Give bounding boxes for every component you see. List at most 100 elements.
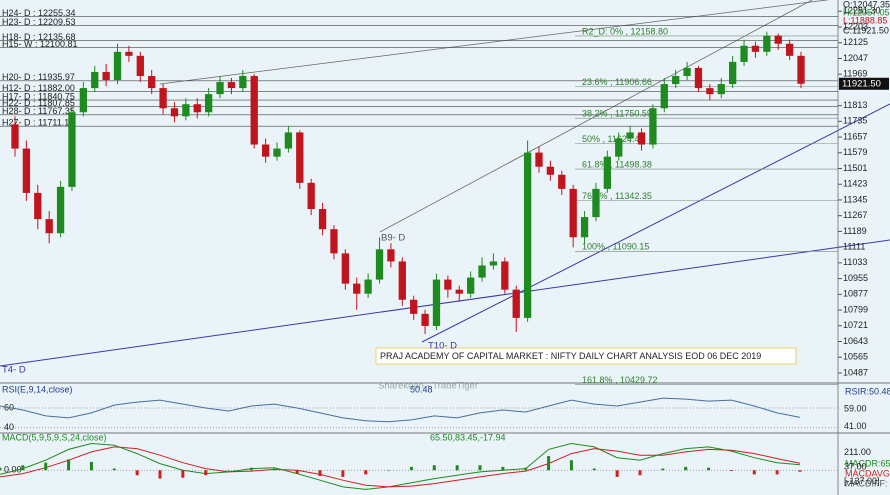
y-tick-label: 10487: [843, 367, 868, 377]
candle-body: [318, 209, 327, 230]
y-tick-label: 11735: [843, 116, 867, 126]
candle-body: [261, 144, 270, 157]
ohlc-close: C:11921.50: [843, 25, 889, 35]
ohlc-low: L:11888.85: [843, 15, 887, 25]
histogram-bar: [432, 465, 436, 471]
candle-body: [694, 67, 703, 89]
histogram-bar: [204, 470, 208, 476]
trend-label: T10- D: [428, 341, 457, 352]
trend-label: B9- D: [381, 233, 405, 244]
candle-body: [113, 51, 122, 81]
level-label: H18- D : 12135.68: [2, 32, 76, 42]
macd-readout: MACDAVG:: [845, 468, 890, 478]
candle-body: [410, 299, 418, 314]
y2-tick-label: 59.00: [844, 403, 867, 413]
histogram-bar: [227, 470, 231, 471]
histogram-bar: [409, 466, 413, 471]
trendlines: [0, 0, 890, 367]
caption-box: [375, 347, 797, 365]
histogram-bar: [661, 468, 665, 471]
y-tick-label: 10721: [843, 320, 868, 330]
trend-label: T4- D: [2, 365, 26, 376]
y-tick-label: 10643: [843, 336, 868, 346]
candle-body: [307, 182, 315, 210]
histogram-bar: [44, 462, 48, 471]
candle-body: [136, 55, 144, 76]
y2-tick-label: 211.00: [844, 447, 871, 457]
histogram-bar: [775, 470, 779, 475]
rsi-value: 50.48: [410, 384, 433, 394]
candle-body: [478, 265, 486, 278]
indicator-line: [0, 397, 801, 423]
candle-body: [558, 174, 566, 189]
candle-body: [455, 289, 463, 294]
candle-body: [569, 188, 577, 238]
y2-tick-label: 37.00: [844, 462, 867, 472]
histogram-bar: [729, 470, 733, 472]
caption: PRAJ ACADEMY OF CAPITAL MARKET : NIFTY D…: [380, 351, 761, 361]
candle-body: [330, 229, 338, 254]
candle-body: [626, 132, 634, 139]
macd-readout: MACDIFF:: [845, 478, 888, 488]
candle-body: [717, 84, 725, 95]
fib-label: 100% , 11090.15: [582, 242, 649, 252]
candle-body: [45, 219, 53, 234]
level-label: H12- D : 11882.00: [2, 83, 75, 93]
y-tick-label: 0.00: [4, 465, 22, 475]
candle-body: [785, 43, 794, 56]
level-label: H17- D : 11840.75: [2, 91, 75, 101]
candle-body: [763, 35, 771, 52]
candle-body: [729, 61, 737, 85]
y-tick-label: 12203: [843, 21, 868, 31]
fib-label: R2_D: 0% , 12158.80: [582, 26, 668, 36]
candle-body: [501, 261, 509, 290]
candle-body: [432, 279, 441, 326]
candle-body: [296, 132, 304, 183]
y-tick-label: 10799: [843, 304, 868, 314]
candle-body: [159, 88, 167, 109]
candle-body: [592, 188, 600, 218]
candle-body: [398, 261, 406, 300]
last-price-label: 11921.50: [842, 78, 881, 89]
y-tick-label: 11813: [843, 100, 867, 110]
candle-body: [774, 35, 782, 44]
y-tick-label: 10955: [843, 273, 868, 283]
histogram-bar: [341, 470, 345, 477]
candle-body: [706, 88, 714, 95]
indicator-line: [0, 446, 801, 488]
ohlc-open: O:12047.35: [843, 0, 890, 9]
y-tick-label: 11579: [843, 147, 867, 157]
candle-body: [148, 75, 156, 89]
candle-body: [580, 217, 589, 238]
candle-body: [546, 166, 555, 175]
y-tick-label: 11111: [843, 242, 865, 252]
rsi-title: RSI(E,9,14,close): [2, 384, 73, 394]
candle-body: [91, 71, 99, 89]
candle-body: [603, 156, 611, 189]
level-label: H22- D : 11807.85: [2, 98, 75, 108]
histogram-bar: [387, 470, 391, 471]
macd-value: 65.50,83.45,-17.94: [430, 432, 506, 442]
histogram-bar: [798, 470, 802, 472]
y2-tick-label: 41.00: [844, 421, 867, 431]
y-tick-label: 11501: [843, 163, 867, 173]
fib-label: 76.4% , 11342.35: [582, 191, 652, 201]
histogram-bar: [67, 459, 71, 471]
histogram-bar: [249, 467, 253, 471]
level-label: H24- D : 12255.34: [2, 8, 76, 18]
y-tick-label: 11267: [843, 210, 867, 220]
candle-body: [421, 313, 429, 326]
y-tick-label: 11969: [843, 69, 867, 79]
histogram-bar: [158, 470, 162, 479]
histogram-bar: [112, 468, 116, 471]
y-tick-label: 10877: [843, 289, 868, 299]
fib-label: 38.2% , 11750.59: [582, 109, 652, 119]
candle-body: [79, 88, 87, 113]
candle-body: [672, 75, 680, 85]
fib-label: 50% , 11624.48: [582, 134, 644, 144]
candle-body: [467, 277, 475, 294]
histogram-bar: [318, 470, 322, 477]
fib-label: 161.8% , 10429.72: [582, 375, 658, 385]
ohlc-high: H:12057.05: [843, 7, 890, 17]
